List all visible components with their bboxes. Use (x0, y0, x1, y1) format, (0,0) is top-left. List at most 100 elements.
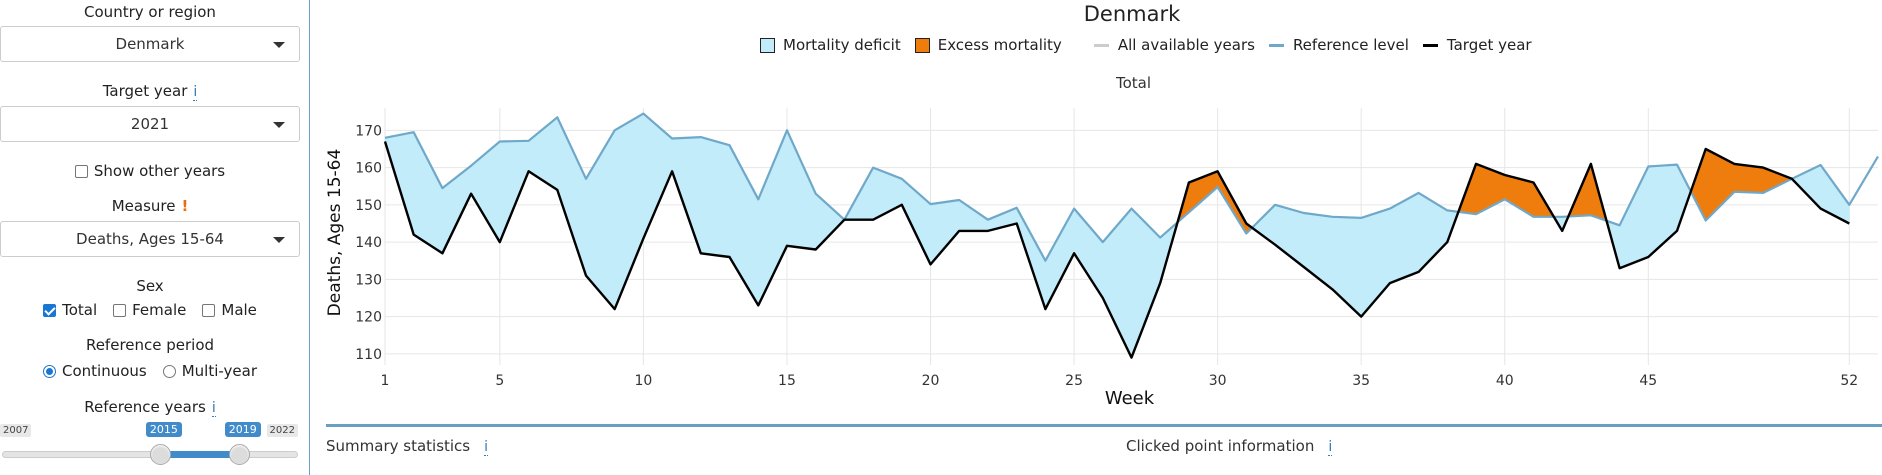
deficit-area (786, 130, 817, 250)
chevron-down-icon (273, 42, 285, 48)
legend-item[interactable]: All available years (1093, 36, 1255, 54)
sex-option-label: Female (132, 301, 187, 319)
deficit-area (442, 165, 472, 254)
excess-area (1217, 171, 1247, 235)
info-icon[interactable]: i (211, 400, 216, 417)
slider-to-label: 2019 (224, 422, 261, 437)
slider-from-handle[interactable] (149, 444, 171, 465)
measure-select-value: Deaths, Ages 15-64 (76, 230, 224, 248)
deficit-area (1303, 212, 1333, 291)
target-year-label: Target year (102, 82, 188, 100)
measure-label-row: Measure! (0, 197, 300, 215)
excess-area (1188, 170, 1218, 213)
deficit-area (872, 167, 903, 221)
deficit-area (1561, 216, 1569, 232)
y-tick-label: 110 (355, 347, 382, 363)
radio-icon[interactable] (162, 364, 176, 378)
checkbox-icon[interactable] (202, 303, 216, 317)
reference-years-label: Reference years (84, 398, 206, 416)
y-tick-label: 130 (355, 272, 382, 288)
slider-to-handle[interactable] (228, 444, 250, 465)
x-tick-label: 35 (1352, 373, 1370, 389)
deficit-area (585, 129, 616, 310)
radio-icon[interactable] (42, 364, 56, 378)
deficit-area (987, 207, 1018, 232)
legend-label: All available years (1117, 36, 1255, 54)
deficit-area (614, 113, 644, 310)
sidebar: Country or region Denmark Target year i 2… (0, 0, 310, 475)
x-tick-label: 10 (634, 373, 652, 389)
x-tick-label: 1 (381, 373, 390, 389)
y-axis-title: Deaths, Ages 15-64 (325, 149, 345, 317)
reference-years-slider[interactable]: 2007 2022 2015 2019 (0, 420, 300, 470)
deficit-area (384, 131, 415, 235)
deficit-area (1648, 164, 1678, 258)
excess-area (1177, 182, 1190, 224)
x-axis-title: Week (1105, 388, 1155, 409)
target-year-select[interactable]: 2021 (0, 106, 300, 142)
legend-label: Excess mortality (937, 36, 1062, 54)
x-tick-label: 25 (1065, 373, 1083, 389)
deficit-area (930, 199, 960, 266)
deficit-area (843, 167, 874, 220)
show-other-years-checkbox[interactable]: Show other years (74, 162, 226, 180)
info-icon[interactable]: i (1328, 439, 1333, 456)
x-tick-label: 30 (1209, 373, 1227, 389)
deficit-area (815, 193, 845, 251)
checkbox-icon[interactable] (43, 303, 57, 317)
info-icon[interactable]: i (193, 84, 198, 101)
excess-area (1246, 222, 1253, 235)
deficit-area (1418, 192, 1448, 273)
country-label: Country or region (84, 3, 216, 21)
deficit-area (1360, 208, 1391, 318)
excess-area (1690, 148, 1706, 221)
sex-option-female[interactable]: Female (113, 301, 186, 319)
deficit-area (1553, 216, 1563, 232)
tab-summary-statistics[interactable]: Summary statistics i (326, 437, 489, 456)
info-icon[interactable]: i (484, 439, 489, 456)
reference-years-label-row: Reference years i (0, 398, 300, 417)
chart-subtitle: Total (1115, 74, 1151, 92)
excess-area (1475, 163, 1506, 215)
chart-title: Denmark (1083, 2, 1181, 26)
tab-clicked-point-information[interactable]: Clicked point information i (1126, 437, 1333, 456)
slider-range-fill (159, 451, 239, 458)
deficit-area (901, 178, 931, 265)
country-select[interactable]: Denmark (0, 26, 300, 62)
legend-line-icon (1422, 43, 1438, 47)
legend-item[interactable]: Target year (1422, 36, 1532, 54)
country-select-value: Denmark (115, 35, 185, 53)
deficit-area (1159, 221, 1179, 284)
deficit-area (1045, 208, 1075, 310)
deficit-area (556, 117, 587, 276)
sex-option-total[interactable]: Total (43, 301, 97, 319)
checkbox-icon[interactable] (113, 303, 127, 317)
sex-label: Sex (136, 277, 164, 295)
checkbox-icon[interactable] (74, 164, 88, 178)
excess-area (1533, 181, 1555, 218)
deficit-area (729, 145, 759, 307)
deficit-area (1332, 216, 1362, 318)
warning-icon[interactable]: ! (181, 197, 189, 215)
reference-period-continuous[interactable]: Continuous (42, 362, 147, 380)
reference-period-multi-year[interactable]: Multi-year (162, 362, 257, 380)
chart-legend: Mortality deficit Excess mortality All ava… (760, 36, 1546, 54)
sex-option-male[interactable]: Male (202, 301, 257, 319)
deficit-area (1606, 220, 1620, 269)
reference-period-label: Reference period (85, 336, 215, 354)
legend-line-icon (1268, 43, 1284, 47)
legend-label: Target year (1446, 36, 1532, 54)
deficit-area (1251, 204, 1276, 246)
legend-line-icon (1093, 43, 1109, 47)
show-other-years-row: Show other years (0, 162, 300, 180)
reference-level-line (384, 112, 1879, 262)
measure-select[interactable]: Deaths, Ages 15-64 (0, 221, 300, 257)
excess-area (1567, 163, 1592, 217)
target-year-label-row: Target year i (0, 82, 300, 101)
legend-label: Mortality deficit (783, 36, 901, 54)
show-other-years-label: Show other years (93, 162, 226, 180)
legend-item[interactable]: Reference level (1268, 36, 1409, 54)
legend-item[interactable]: Mortality deficit (760, 36, 901, 54)
deficit-area (1131, 207, 1161, 358)
legend-item[interactable]: Excess mortality (914, 36, 1062, 54)
